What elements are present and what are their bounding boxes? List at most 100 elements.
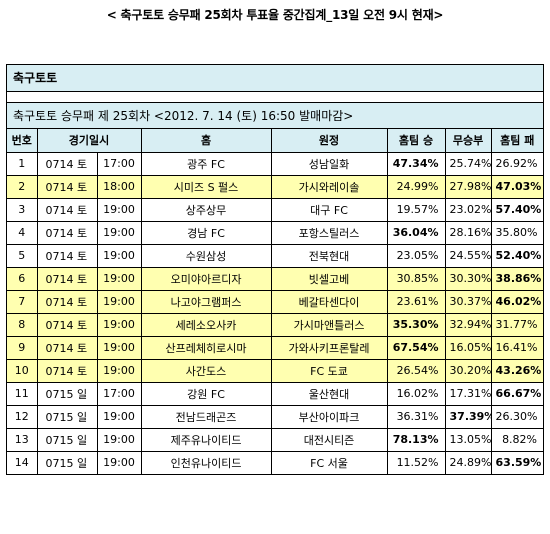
- home-loss-rate: 46.02%: [490, 289, 544, 314]
- match-date: 0715 일: [36, 404, 98, 429]
- header-row: 번호 경기일시 홈 원정 홈팀 승 무승부 홈팀 패: [7, 129, 544, 153]
- home-win-rate: 35.30%: [386, 312, 446, 337]
- draw-rate: 30.37%: [444, 289, 492, 314]
- match-number: 4: [7, 220, 38, 245]
- away-team: 가시와레이솔: [270, 174, 388, 199]
- draw-rate: 16.05%: [444, 335, 492, 360]
- match-date: 0714 토: [36, 151, 98, 176]
- match-time: 17:00: [96, 151, 142, 176]
- away-team: 성남일화: [270, 151, 388, 176]
- header-no: 번호: [7, 129, 38, 153]
- draw-rate: 28.16%: [444, 220, 492, 245]
- draw-rate: 23.02%: [444, 197, 492, 222]
- match-time: 19:00: [96, 450, 142, 474]
- home-team: 오미야아르디자: [140, 266, 272, 291]
- home-win-rate: 24.99%: [386, 174, 446, 199]
- home-team: 시미즈 S 펄스: [140, 174, 272, 199]
- home-loss-rate: 43.26%: [490, 358, 544, 383]
- table-row: 13 0715 일 19:00 제주유나이티드 대전시티즌 78.13% 13.05% 8.8…: [7, 427, 544, 452]
- table-row: 14 0715 일 19:00 인천유나이티드 FC 서울 11.52% 24.89% 63.…: [7, 450, 544, 474]
- draw-rate: 37.39%: [444, 404, 492, 429]
- home-win-rate: 36.31%: [386, 404, 446, 429]
- away-team: 대전시티즌: [270, 427, 388, 452]
- vote-rate-table: 번호 경기일시 홈 원정 홈팀 승 무승부 홈팀 패 1 0714 토 17:00 광…: [7, 129, 544, 474]
- table-row: 12 0715 일 19:00 전남드래곤즈 부산아이파크 36.31% 37.39% 26.…: [7, 404, 544, 429]
- away-team: 포항스틸러스: [270, 220, 388, 245]
- match-date: 0715 일: [36, 450, 98, 474]
- draw-rate: 30.20%: [444, 358, 492, 383]
- draw-rate: 24.89%: [444, 450, 492, 474]
- draw-rate: 30.30%: [444, 266, 492, 291]
- home-win-rate: 11.52%: [386, 450, 446, 474]
- match-number: 6: [7, 266, 38, 291]
- match-date: 0714 토: [36, 358, 98, 383]
- match-date: 0714 토: [36, 197, 98, 222]
- home-loss-rate: 57.40%: [490, 197, 544, 222]
- away-team: 베갈타센다이: [270, 289, 388, 314]
- round-subtitle: 축구토토 승무패 제 25회차 <2012. 7. 14 (토) 16:50 발…: [7, 103, 543, 129]
- page-title: < 축구토토 승무패 25회차 투표율 중간집계_13일 오전 9시 현재>: [106, 8, 444, 22]
- match-number: 13: [7, 427, 38, 452]
- table-row: 6 0714 토 19:00 오미야아르디자 빗셀고베 30.85% 30.30% 38.86…: [7, 266, 544, 291]
- home-team: 세레소오사카: [140, 312, 272, 337]
- match-time: 19:00: [96, 358, 142, 383]
- home-loss-rate: 8.82%: [490, 427, 544, 452]
- match-date: 0714 토: [36, 312, 98, 337]
- home-loss-rate: 38.86%: [490, 266, 544, 291]
- match-date: 0714 토: [36, 335, 98, 360]
- match-number: 14: [7, 450, 38, 474]
- table-row: 8 0714 토 19:00 세레소오사카 가시마앤틀러스 35.30% 32.94% 31.…: [7, 312, 544, 337]
- home-team: 산프레체히로시마: [140, 335, 272, 360]
- match-date: 0714 토: [36, 243, 98, 268]
- home-win-rate: 30.85%: [386, 266, 446, 291]
- home-win-rate: 78.13%: [386, 427, 446, 452]
- header-home-win: 홈팀 승: [386, 129, 446, 153]
- header-draw: 무승부: [444, 129, 492, 153]
- home-team: 강원 FC: [140, 381, 272, 406]
- match-date: 0714 토: [36, 220, 98, 245]
- home-team: 전남드래곤즈: [140, 404, 272, 429]
- match-number: 5: [7, 243, 38, 268]
- match-number: 2: [7, 174, 38, 199]
- header-home: 홈: [140, 129, 272, 153]
- match-number: 7: [7, 289, 38, 314]
- match-time: 17:00: [96, 381, 142, 406]
- away-team: 울산현대: [270, 381, 388, 406]
- band-spacer: [7, 92, 543, 103]
- header-away: 원정: [270, 129, 388, 153]
- draw-rate: 25.74%: [444, 151, 492, 176]
- match-time: 18:00: [96, 174, 142, 199]
- match-time: 19:00: [96, 197, 142, 222]
- home-team: 광주 FC: [140, 151, 272, 176]
- match-time: 19:00: [96, 312, 142, 337]
- table-row: 11 0715 일 17:00 강원 FC 울산현대 16.02% 17.31% 66.67%: [7, 381, 544, 406]
- match-date: 0715 일: [36, 427, 98, 452]
- header-home-loss: 홈팀 패: [490, 129, 544, 153]
- home-win-rate: 23.05%: [386, 243, 446, 268]
- home-team: 제주유나이티드: [140, 427, 272, 452]
- category-label: 축구토토: [7, 65, 543, 92]
- match-time: 19:00: [96, 289, 142, 314]
- home-win-rate: 23.61%: [386, 289, 446, 314]
- draw-rate: 17.31%: [444, 381, 492, 406]
- home-win-rate: 67.54%: [386, 335, 446, 360]
- home-team: 사간도스: [140, 358, 272, 383]
- home-loss-rate: 47.03%: [490, 174, 544, 199]
- match-date: 0714 토: [36, 174, 98, 199]
- match-time: 19:00: [96, 220, 142, 245]
- away-team: 가와사키프론탈레: [270, 335, 388, 360]
- home-loss-rate: 26.30%: [490, 404, 544, 429]
- home-loss-rate: 16.41%: [490, 335, 544, 360]
- table-row: 10 0714 토 19:00 사간도스 FC 도쿄 26.54% 30.20% 43.26%: [7, 358, 544, 383]
- home-team: 경남 FC: [140, 220, 272, 245]
- match-time: 19:00: [96, 404, 142, 429]
- match-number: 3: [7, 197, 38, 222]
- home-loss-rate: 31.77%: [490, 312, 544, 337]
- vote-rate-table-frame: 축구토토 축구토토 승무패 제 25회차 <2012. 7. 14 (토) 16…: [6, 64, 544, 475]
- table-row: 3 0714 토 19:00 상주상무 대구 FC 19.57% 23.02% 57.40%: [7, 197, 544, 222]
- match-number: 1: [7, 151, 38, 176]
- away-team: 가시마앤틀러스: [270, 312, 388, 337]
- table-row: 9 0714 토 19:00 산프레체히로시마 가와사키프론탈레 67.54% 16.05%…: [7, 335, 544, 360]
- header-schedule: 경기일시: [36, 129, 142, 153]
- away-team: 대구 FC: [270, 197, 388, 222]
